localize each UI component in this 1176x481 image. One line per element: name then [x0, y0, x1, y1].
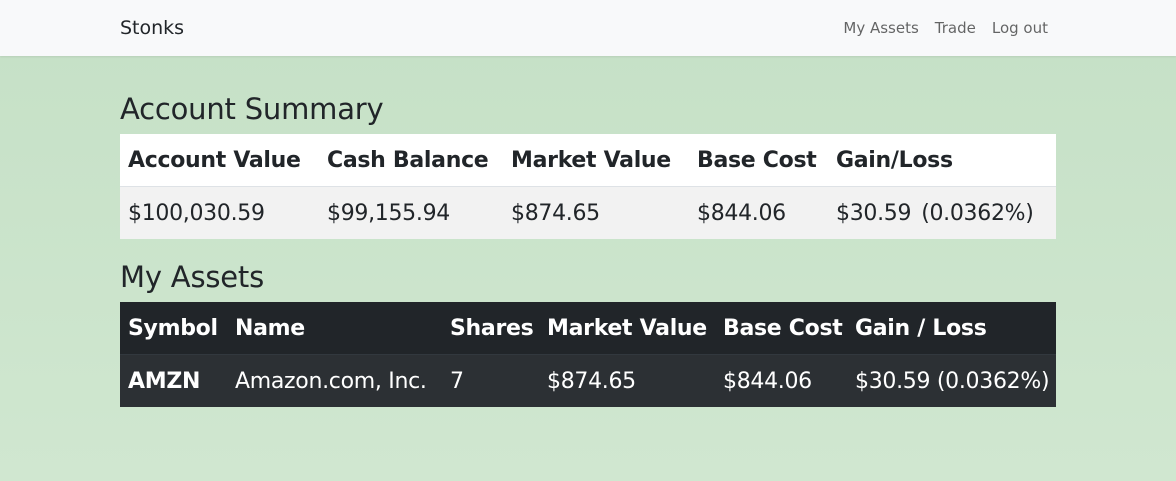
gain-loss-amount: $30.59: [836, 200, 912, 226]
asset-symbol: AMZN: [128, 368, 201, 394]
asset-market-value: $874.65: [547, 368, 636, 394]
header-asset-market-value: Market Value: [539, 302, 715, 355]
header-shares: Shares: [442, 302, 539, 355]
header-cash-balance: Cash Balance: [319, 134, 503, 187]
header-asset-gain-loss: Gain / Loss: [847, 302, 1056, 355]
account-value: $100,030.59: [128, 200, 265, 226]
header-symbol: Symbol: [120, 302, 227, 355]
asset-name: Amazon.com, Inc.: [235, 368, 427, 394]
my-assets-heading: My Assets: [120, 260, 264, 294]
nav-link-my-assets[interactable]: My Assets: [843, 19, 919, 37]
account-summary-heading: Account Summary: [120, 92, 384, 126]
asset-shares: 7: [450, 368, 464, 394]
market-value: $874.65: [511, 200, 600, 226]
header-market-value: Market Value: [503, 134, 689, 187]
account-summary-table: Account Value Cash Balance Market Value …: [120, 134, 1056, 239]
nav-link-log-out[interactable]: Log out: [991, 19, 1048, 37]
assets-header-row: Symbol Name Shares Market Value Base Cos…: [120, 302, 1056, 355]
header-base-cost: Base Cost: [689, 134, 828, 187]
my-assets-table: Symbol Name Shares Market Value Base Cos…: [120, 302, 1056, 407]
summary-header-row: Account Value Cash Balance Market Value …: [120, 134, 1056, 187]
header-gain-loss: Gain/Loss: [828, 134, 1056, 187]
header-account-value: Account Value: [120, 134, 319, 187]
gain-loss-cell: $30.59 (0.0362%): [828, 187, 1056, 240]
navbar: Stonks My Assets Trade Log out: [0, 0, 1176, 56]
gain-loss-percent: (0.0362%): [921, 200, 1034, 226]
nav-links: My Assets Trade Log out: [827, 0, 1048, 56]
header-name: Name: [227, 302, 442, 355]
table-row[interactable]: AMZN Amazon.com, Inc. 7 $874.65 $844.06 …: [120, 354, 1056, 407]
header-asset-base-cost: Base Cost: [715, 302, 847, 355]
summary-values-row: $100,030.59 $99,155.94 $874.65 $844.06 $…: [120, 186, 1056, 240]
asset-base-cost: $844.06: [723, 368, 812, 394]
asset-gain-loss: $30.59 (0.0362%): [855, 368, 1050, 394]
brand-link[interactable]: Stonks: [120, 17, 185, 39]
base-cost: $844.06: [697, 200, 786, 226]
nav-link-trade[interactable]: Trade: [934, 19, 976, 37]
cash-balance: $99,155.94: [327, 200, 450, 226]
